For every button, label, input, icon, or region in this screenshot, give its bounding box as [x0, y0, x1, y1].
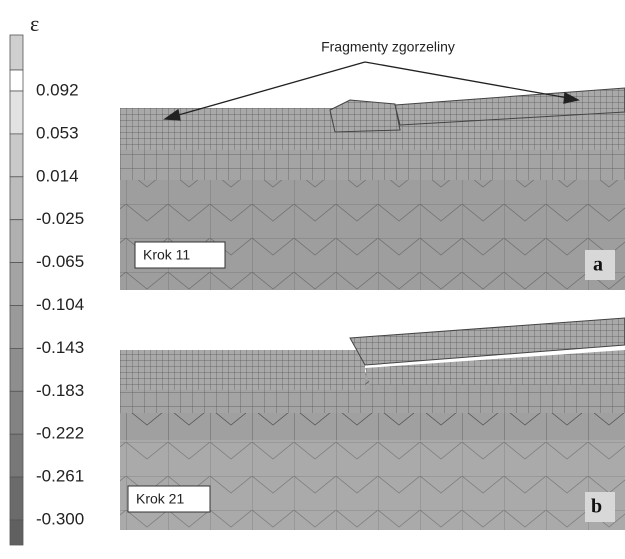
legend-bar [9, 34, 24, 546]
legend-label: 0.092 [36, 80, 79, 99]
legend-swatch [9, 347, 24, 392]
legend-label: 0.053 [36, 123, 79, 142]
legend-swatch [9, 176, 24, 221]
legend-label: -0.261 [36, 467, 84, 486]
legend-symbol: ε [30, 11, 39, 36]
legend-swatch [9, 476, 24, 521]
legend-swatch [9, 390, 24, 435]
legend-swatch [9, 90, 24, 135]
legend-label: -0.183 [36, 381, 84, 400]
legend-swatch [9, 69, 24, 92]
legend-swatch [9, 433, 24, 478]
legend-label: -0.025 [36, 209, 84, 228]
legend-swatch [9, 133, 24, 178]
panel-letter: b [591, 496, 602, 518]
panel-step: Krok 21 [136, 491, 184, 507]
annotation: Fragmenty zgorzeliny [321, 39, 455, 55]
panel-b: Krok 21 b [120, 317, 625, 530]
legend-label: -0.065 [36, 252, 84, 271]
legend-swatch [9, 305, 24, 349]
legend-swatch [9, 262, 24, 306]
legend-label: -0.300 [36, 509, 84, 528]
legend-label: -0.222 [36, 424, 84, 443]
panel-step: Krok 11 [143, 247, 190, 263]
legend-label: 0.014 [36, 166, 79, 185]
panel-letter: a [593, 254, 603, 276]
legend-swatch [9, 219, 24, 263]
panel-a: Krok 11 a [120, 87, 625, 290]
legend-swatch [9, 34, 24, 71]
legend-swatch [9, 519, 24, 546]
annotation-arrows [163, 61, 580, 121]
legend-label: -0.143 [36, 338, 84, 357]
legend-label: -0.104 [36, 295, 84, 314]
